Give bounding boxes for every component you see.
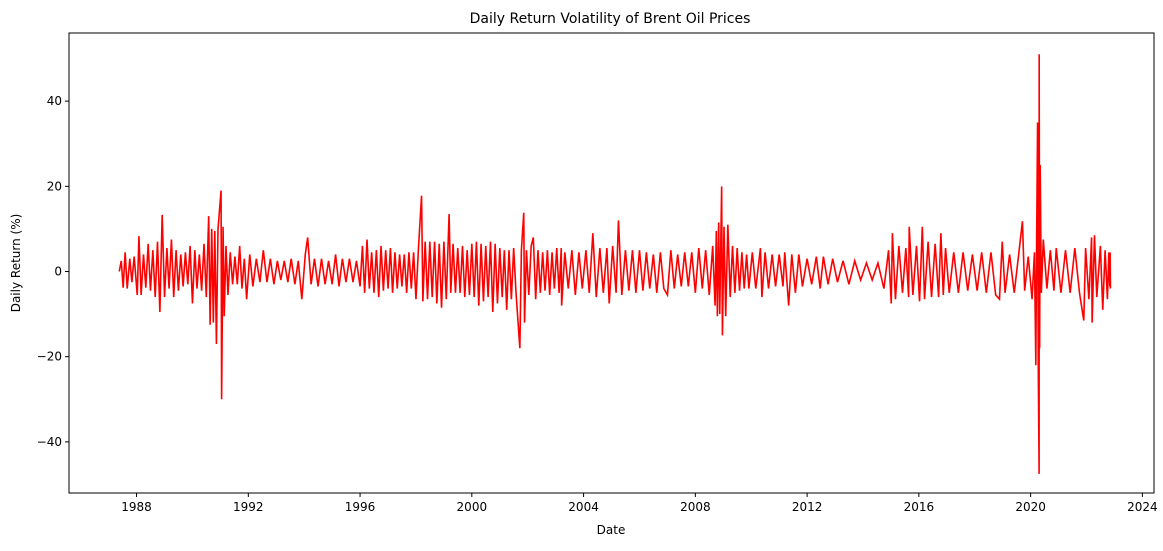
y-tick-label: −20	[37, 350, 62, 364]
plot-area	[68, 32, 1155, 494]
x-tick-label: 1992	[233, 500, 264, 514]
y-tick-label: 0	[54, 265, 62, 279]
x-tick-label: 2000	[457, 500, 488, 514]
x-tick-label: 2008	[680, 500, 711, 514]
x-axis-label: Date	[597, 523, 626, 537]
x-tick-label: 2004	[568, 500, 599, 514]
x-tick-label: 2012	[792, 500, 823, 514]
series-line-0	[118, 54, 1112, 474]
x-tick-label: 2016	[904, 500, 935, 514]
x-tick-label: 2024	[1127, 500, 1158, 514]
y-tick-label: −40	[37, 435, 62, 449]
x-axis-ticks: 1988 1992 1996 2000 2004 2008 2012 2016 2020 2024	[121, 493, 1158, 514]
x-tick-label: 2020	[1015, 500, 1046, 514]
axes-frame	[68, 32, 1155, 494]
y-tick-label: 20	[47, 179, 62, 193]
x-tick-label: 1996	[345, 500, 376, 514]
y-tick-label: 40	[47, 94, 62, 108]
y-axis-ticks: −40 −20 0 20 40	[37, 94, 69, 449]
series-layer	[118, 54, 1112, 474]
chart-title: Daily Return Volatility of Brent Oil Pri…	[470, 11, 751, 27]
x-tick-label: 1988	[121, 500, 152, 514]
y-axis-label: Daily Return (%)	[9, 214, 23, 313]
